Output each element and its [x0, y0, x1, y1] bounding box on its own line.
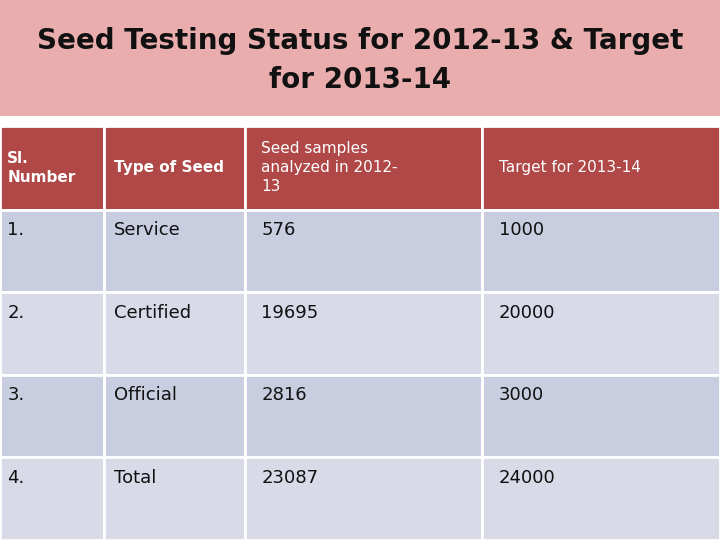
Bar: [0, 0, 720, 116]
Text: 576: 576: [261, 221, 296, 239]
Text: Type of Seed: Type of Seed: [114, 160, 224, 175]
Bar: [0, 457, 104, 540]
Text: for 2013-14: for 2013-14: [269, 66, 451, 93]
Text: 1.: 1.: [7, 221, 24, 239]
Bar: [482, 126, 720, 210]
Text: Seed samples
analyzed in 2012-
13: Seed samples analyzed in 2012- 13: [261, 141, 398, 194]
Bar: [0, 375, 104, 457]
Bar: [0, 210, 104, 292]
Bar: [482, 457, 720, 540]
Text: 24000: 24000: [499, 469, 556, 487]
Bar: [104, 457, 245, 540]
Text: Target for 2013-14: Target for 2013-14: [499, 160, 641, 175]
Bar: [0, 292, 104, 375]
Bar: [245, 375, 482, 457]
Bar: [245, 210, 482, 292]
Text: 19695: 19695: [261, 304, 319, 322]
Bar: [104, 375, 245, 457]
Bar: [245, 126, 482, 210]
Text: 3.: 3.: [7, 387, 24, 404]
Bar: [0, 126, 104, 210]
Bar: [104, 210, 245, 292]
Text: Official: Official: [114, 387, 177, 404]
Text: Service: Service: [114, 221, 181, 239]
Bar: [104, 126, 245, 210]
Text: Seed Testing Status for 2012-13 & Target: Seed Testing Status for 2012-13 & Target: [37, 27, 683, 55]
Bar: [482, 210, 720, 292]
Bar: [482, 292, 720, 375]
Text: Certified: Certified: [114, 304, 192, 322]
Bar: [482, 375, 720, 457]
Text: 3000: 3000: [499, 387, 544, 404]
Text: 23087: 23087: [261, 469, 318, 487]
Text: 4.: 4.: [7, 469, 24, 487]
Text: 20000: 20000: [499, 304, 556, 322]
Bar: [104, 292, 245, 375]
Text: 2816: 2816: [261, 387, 307, 404]
Text: Total: Total: [114, 469, 157, 487]
Text: Sl.
Number: Sl. Number: [7, 151, 76, 185]
Bar: [245, 457, 482, 540]
Text: 1000: 1000: [499, 221, 544, 239]
Text: 2.: 2.: [7, 304, 24, 322]
Bar: [245, 292, 482, 375]
